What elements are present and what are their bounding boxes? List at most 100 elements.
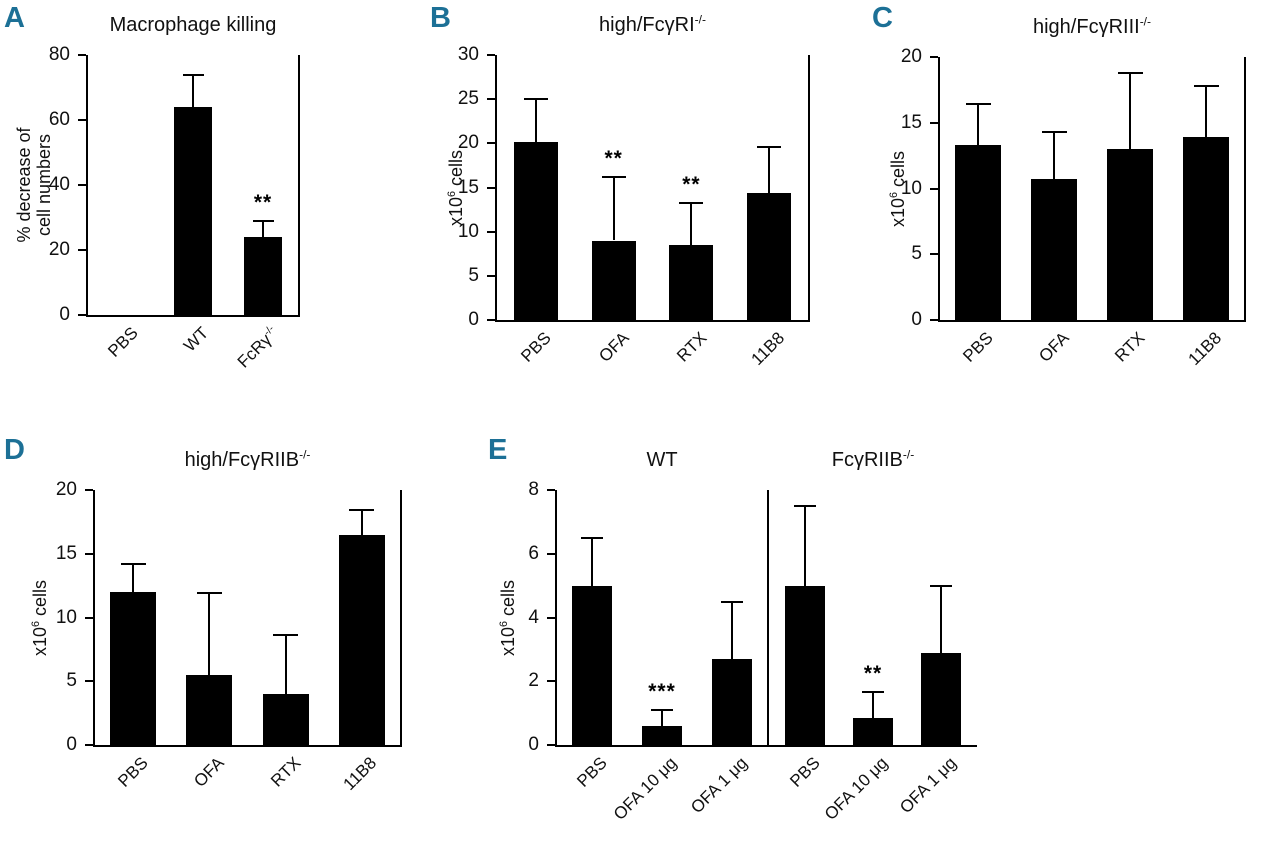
y-tick [930,253,938,256]
y-tick-label: 5 [66,670,77,692]
panel-label-e: E [488,434,508,466]
y-axis-spine [495,55,497,322]
y-tick-label: 20 [900,46,922,67]
bar [747,192,792,320]
error-bar-line [872,692,874,718]
y-tick [487,319,495,321]
bar [1031,179,1077,320]
error-bar-line [284,635,287,694]
error-bar-cap [252,219,274,222]
bar [591,240,636,320]
y-tick [930,319,938,321]
chart-title: high/FcγRIII-/- [1032,14,1152,38]
error-bar-line [1205,85,1207,138]
y-tick-label: 0 [59,304,70,325]
y-tick [547,616,555,619]
y-tick-label: 0 [528,734,539,755]
x-tick-label: OFA [1035,328,1073,366]
y-tick-label: 5 [911,243,922,265]
y-tick [547,552,555,555]
error-bar-line [940,585,942,653]
x-tick-label: PBS [517,328,555,366]
y-tick-label: 30 [457,44,479,65]
panel-label-d: D [4,434,25,466]
bar [921,652,961,745]
chart-title: WT [646,449,678,471]
bar [1107,149,1153,320]
y-tick [487,98,495,101]
plot-right-spine [298,55,300,317]
error-bar-line [132,563,135,592]
x-tick-label: PBS [104,323,142,361]
x-axis-spine [495,320,810,322]
x-tick-label: OFA 10 μg [610,753,681,824]
error-bar-line [768,146,771,193]
y-tick-label: 20 [457,132,479,154]
error-bar-cap [757,145,782,148]
x-tick-label: OFA [190,753,229,791]
bar [262,694,309,745]
y-tick-label: 15 [900,111,922,133]
error-bar-cap [862,691,884,694]
y-axis-spine [86,55,88,317]
y-tick-label: 0 [66,734,77,755]
x-tick-label: PBS [959,328,997,366]
x-tick-label: WT [179,323,212,356]
error-bar-line [690,203,693,245]
y-tick-label: 8 [528,479,539,500]
y-axis-spine [93,490,95,747]
significance-stars: ** [863,662,883,686]
y-tick-label: 60 [48,109,70,130]
y-tick-label: 20 [55,479,77,500]
bar [186,674,233,745]
error-bar-line [804,505,806,586]
significance-stars: ** [682,173,701,197]
x-axis-spine [938,320,1246,322]
panel-label-c: C [872,2,893,34]
error-bar-line [534,99,537,142]
y-axis-spine [555,490,557,747]
plot-right-spine [808,55,810,322]
y-tick [78,314,86,316]
y-tick-label: 0 [468,309,479,330]
x-tick-label: RTX [672,328,711,366]
error-bar-line [977,104,979,146]
error-bar-cap [651,708,673,711]
chart-title: FcγRIIB-/- [831,447,915,471]
error-bar-line [262,220,264,237]
x-axis-spine [555,745,769,747]
error-bar-line [612,176,615,241]
x-tick-label: RTX [267,753,305,791]
error-bar-cap [965,103,991,106]
y-tick-label: 40 [48,174,70,195]
y-tick [78,54,86,56]
bar [853,717,893,745]
bar [785,585,825,745]
error-bar-cap [581,536,603,539]
error-bar-line [192,74,194,107]
error-bar-cap [1193,84,1219,87]
y-tick [547,744,555,746]
x-axis-spine [769,745,977,747]
error-bar-line [661,709,663,726]
plot-right-spine [767,490,769,747]
y-tick [487,186,495,189]
y-tick [78,184,86,186]
chart-title: high/FcγRI-/- [599,12,706,36]
error-bar-cap [182,73,204,76]
bar [572,585,612,745]
y-tick [85,552,93,555]
x-tick-label: PBS [114,753,152,791]
y-tick [85,616,93,619]
y-tick [930,187,938,190]
x-tick-label: 11B8 [339,753,381,794]
y-tick [85,489,93,491]
bar [513,141,558,320]
y-tick-label: 10 [55,606,77,628]
y-tick-label: 5 [468,264,479,286]
error-bar-cap [1117,71,1143,74]
bar [110,592,157,745]
significance-stars: *** [648,679,676,703]
error-bar-cap [601,175,626,178]
x-axis-spine [93,745,402,747]
